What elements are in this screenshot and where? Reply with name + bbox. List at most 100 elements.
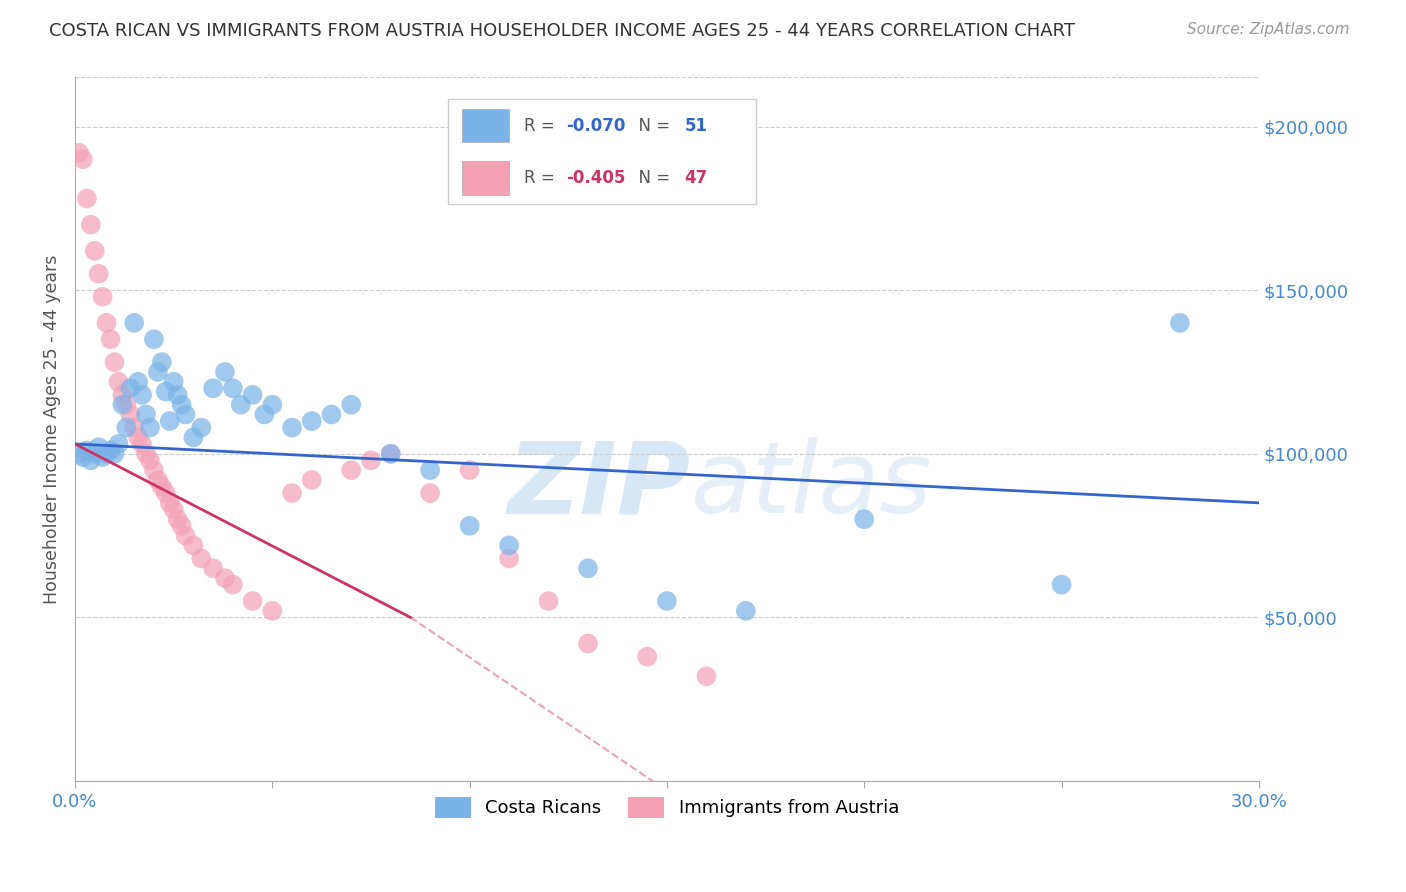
Point (695, 669, 717, 683)
Point (301, 414, 323, 428)
Point (253, 408, 276, 422)
FancyBboxPatch shape (463, 109, 509, 143)
Point (458, 518, 481, 533)
Point (190, 551, 212, 566)
FancyBboxPatch shape (463, 161, 509, 195)
Point (202, 561, 225, 575)
Point (103, 355, 125, 369)
Point (498, 538, 520, 552)
Text: N =: N = (628, 117, 675, 135)
Point (120, 408, 142, 422)
Text: R =: R = (523, 169, 560, 187)
Point (72, 153, 94, 167)
Point (87, 440, 110, 454)
Point (380, 447, 402, 461)
Text: Source: ZipAtlas.com: Source: ZipAtlas.com (1187, 22, 1350, 37)
Point (281, 420, 304, 434)
Point (222, 381, 245, 395)
Point (91, 450, 114, 464)
Point (146, 473, 169, 487)
Point (576, 561, 599, 575)
Point (146, 365, 169, 379)
Point (159, 496, 181, 510)
Point (83, 244, 105, 258)
Point (655, 594, 678, 608)
Point (76, 192, 98, 206)
Point (122, 420, 145, 434)
Point (150, 479, 173, 493)
Point (159, 414, 181, 428)
Point (67, 447, 90, 461)
Point (127, 375, 149, 389)
Point (380, 447, 402, 461)
Point (111, 398, 134, 412)
Text: R =: R = (523, 117, 560, 135)
Point (103, 447, 125, 461)
Point (340, 398, 363, 412)
Point (83, 447, 105, 461)
Text: -0.070: -0.070 (567, 117, 626, 135)
Point (163, 502, 186, 516)
Point (183, 538, 205, 552)
Text: 51: 51 (685, 117, 707, 135)
Point (537, 594, 560, 608)
Point (111, 388, 134, 402)
Text: 47: 47 (685, 169, 709, 187)
Text: N =: N = (628, 169, 675, 187)
Point (183, 430, 205, 444)
Point (135, 408, 157, 422)
Point (127, 430, 149, 444)
Point (214, 571, 236, 585)
Point (100, 443, 122, 458)
Text: ZIP: ZIP (508, 437, 690, 534)
Point (174, 408, 197, 422)
Point (170, 398, 193, 412)
Point (107, 437, 129, 451)
Point (80, 453, 103, 467)
Point (222, 577, 245, 591)
Point (419, 463, 441, 477)
Point (155, 486, 177, 500)
Point (360, 453, 382, 467)
Point (100, 332, 122, 346)
Y-axis label: Householder Income Ages 25 - 44 years: Householder Income Ages 25 - 44 years (44, 254, 60, 604)
Point (166, 512, 188, 526)
Point (96, 447, 118, 461)
Point (122, 316, 145, 330)
Point (734, 604, 756, 618)
Point (142, 463, 165, 477)
Point (262, 604, 284, 618)
Point (458, 463, 481, 477)
Point (1168, 316, 1191, 330)
Point (142, 332, 165, 346)
Point (72, 450, 94, 464)
Point (131, 388, 153, 402)
Point (67, 145, 90, 160)
Point (87, 267, 110, 281)
Point (340, 463, 363, 477)
Point (91, 290, 114, 304)
Point (150, 355, 173, 369)
Point (96, 316, 118, 330)
Point (576, 636, 599, 650)
Point (155, 384, 177, 399)
Legend: Costa Ricans, Immigrants from Austria: Costa Ricans, Immigrants from Austria (427, 789, 907, 825)
Point (229, 398, 252, 412)
Point (115, 420, 138, 434)
Point (107, 375, 129, 389)
Point (139, 453, 162, 467)
Point (76, 443, 98, 458)
FancyBboxPatch shape (449, 98, 755, 204)
Point (135, 447, 157, 461)
Point (242, 388, 264, 402)
Point (174, 528, 197, 542)
Point (214, 365, 236, 379)
Text: -0.405: -0.405 (567, 169, 626, 187)
Point (1050, 577, 1073, 591)
Text: atlas: atlas (690, 437, 932, 534)
Point (170, 518, 193, 533)
Point (202, 381, 225, 395)
Point (115, 398, 138, 412)
Point (242, 594, 264, 608)
Point (120, 381, 142, 395)
